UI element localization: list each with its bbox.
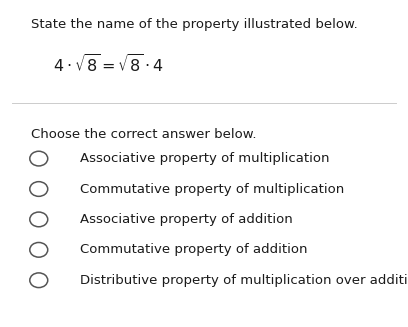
Text: Commutative property of multiplication: Commutative property of multiplication [80,182,344,196]
Text: Distributive property of multiplication over addition: Distributive property of multiplication … [80,274,408,287]
Text: Commutative property of addition: Commutative property of addition [80,243,307,256]
Text: Choose the correct answer below.: Choose the correct answer below. [31,128,256,141]
Text: State the name of the property illustrated below.: State the name of the property illustrat… [31,18,357,31]
Text: Associative property of multiplication: Associative property of multiplication [80,152,329,165]
Text: Associative property of addition: Associative property of addition [80,213,292,226]
Text: $4 \cdot \sqrt{8} = \sqrt{8} \cdot 4$: $4 \cdot \sqrt{8} = \sqrt{8} \cdot 4$ [53,54,164,76]
